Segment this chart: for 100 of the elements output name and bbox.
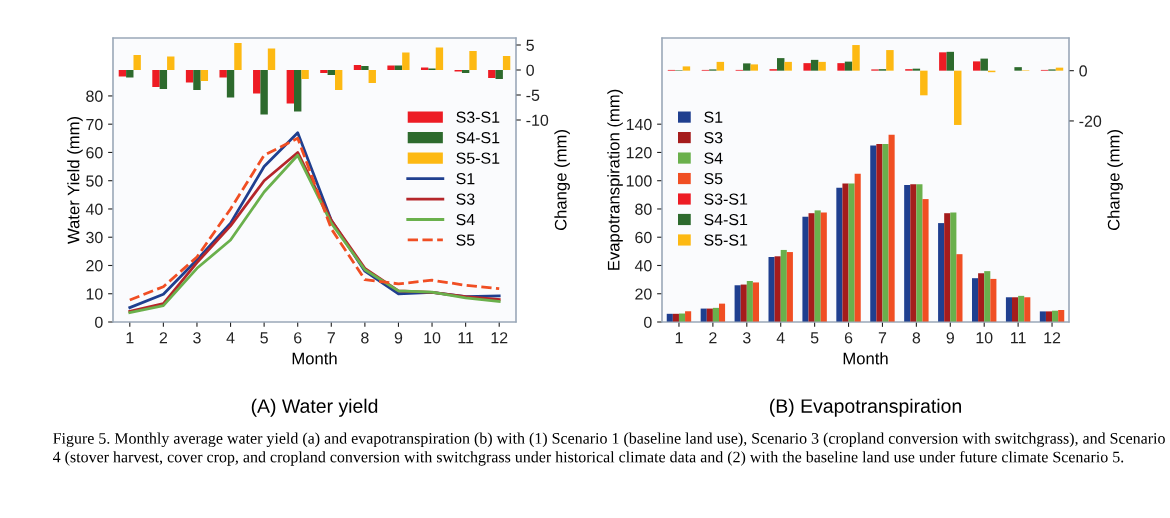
bar xyxy=(950,212,957,322)
bar xyxy=(786,252,793,322)
y2-tick-label: -5 xyxy=(526,89,540,101)
y-tick-label: 120 xyxy=(626,147,652,159)
bar xyxy=(1045,311,1053,322)
bar xyxy=(888,134,895,322)
x-tick-label: 3 xyxy=(742,332,751,344)
legend-label: S5 xyxy=(456,234,475,246)
x-tick-label: 5 xyxy=(260,332,268,344)
bar xyxy=(820,212,827,322)
y2-tick-label: 0 xyxy=(526,64,534,76)
y-tick-label: 70 xyxy=(86,118,103,131)
bar xyxy=(910,184,917,322)
x-tick-label: 7 xyxy=(327,332,335,344)
bar xyxy=(802,216,809,322)
legend-label: S1 xyxy=(456,172,475,185)
bar xyxy=(267,48,276,70)
bar xyxy=(682,66,691,71)
bar xyxy=(984,271,991,322)
legend-label: S4-S1 xyxy=(456,132,500,144)
bar xyxy=(716,61,725,71)
y-tick-label: 20 xyxy=(635,288,652,300)
bar xyxy=(1014,67,1022,71)
bar xyxy=(743,63,751,71)
x-tick-label: 11 xyxy=(458,332,474,344)
bar xyxy=(876,143,883,322)
text: (A) Water yield xyxy=(251,398,378,417)
bar xyxy=(842,183,849,322)
y-tick-label: 10 xyxy=(86,288,103,300)
bar xyxy=(978,273,985,322)
bar xyxy=(502,56,511,70)
x-axis-title: Month xyxy=(292,352,337,365)
x-tick-label: 12 xyxy=(1044,332,1061,344)
y-tick-label: 40 xyxy=(85,203,103,215)
bar xyxy=(972,278,979,322)
y-tick-label: 30 xyxy=(86,231,103,244)
bar xyxy=(980,58,988,71)
y-tick-label: 80 xyxy=(635,203,652,215)
bar xyxy=(750,64,758,71)
x-tick-label: 9 xyxy=(394,332,403,344)
y-tick-label: 0 xyxy=(95,316,103,328)
bar xyxy=(774,256,781,322)
bar xyxy=(685,311,692,322)
caption: Figure 5. Monthly average water yield (a) and evapotranspiration (b) with (1) Scenario 1 (baseline land use), Scenario 3 (cropland conversion with switchgrass), and Scenario 4 (stover harvest, cover crop, and cropland conversion with switchgrass under historical climate data and (2) with the baseline land use under future climate Scenario 5. xyxy=(52,432,1165,466)
bar xyxy=(946,51,955,71)
bar xyxy=(226,70,235,98)
bar xyxy=(253,70,261,94)
bar xyxy=(133,55,141,70)
bar xyxy=(882,143,889,322)
bar xyxy=(808,213,815,322)
bar xyxy=(193,70,201,90)
bar xyxy=(469,51,477,70)
legend-label: S5-S1 xyxy=(704,234,748,246)
bar xyxy=(746,281,753,322)
y2-axis-title: Change (mm) xyxy=(554,130,570,231)
y-axis-title: Water Yield (mm) xyxy=(67,116,83,244)
bar xyxy=(768,257,775,322)
bar xyxy=(944,213,951,322)
bar xyxy=(854,173,861,322)
bar xyxy=(368,70,376,83)
bar xyxy=(718,303,726,322)
legend-label: S1 xyxy=(704,111,723,123)
x-tick-label: 1 xyxy=(126,332,134,344)
bar xyxy=(740,284,747,322)
bar xyxy=(387,65,395,70)
bar xyxy=(814,210,821,322)
y-tick-label: 80 xyxy=(86,90,103,102)
bar xyxy=(488,70,496,78)
x-tick-label: 3 xyxy=(193,332,201,344)
bar xyxy=(954,70,962,125)
bar xyxy=(1012,297,1019,322)
bar xyxy=(938,223,945,322)
bar xyxy=(990,278,997,322)
legend-label: S3 xyxy=(704,132,723,144)
bar xyxy=(320,70,328,73)
y2-tick-label: -10 xyxy=(526,114,549,126)
y-tick-label: 50 xyxy=(86,175,103,187)
x-axis-title: Month xyxy=(843,352,888,365)
bar xyxy=(334,70,343,90)
legend-label: S3-S1 xyxy=(456,111,500,123)
bar xyxy=(1024,297,1031,322)
y2-tick-label: -20 xyxy=(1079,115,1102,127)
bar xyxy=(803,63,811,71)
bar xyxy=(353,65,362,70)
x-tick-label: 9 xyxy=(946,332,954,344)
x-tick-label: 8 xyxy=(912,332,921,344)
legend-label: S4-S1 xyxy=(704,213,748,226)
bar xyxy=(912,68,921,71)
text: (B) Evapotranspiration xyxy=(769,398,961,417)
y-tick-label: 60 xyxy=(635,231,652,244)
bar xyxy=(200,70,209,81)
bar xyxy=(461,70,470,73)
bar xyxy=(234,43,242,70)
x-tick-label: 2 xyxy=(159,332,168,344)
bar xyxy=(780,249,787,322)
y-tick-label: 100 xyxy=(626,175,652,187)
bar xyxy=(810,59,819,71)
bar xyxy=(260,70,268,115)
bar xyxy=(837,63,845,71)
bar xyxy=(1055,67,1064,71)
